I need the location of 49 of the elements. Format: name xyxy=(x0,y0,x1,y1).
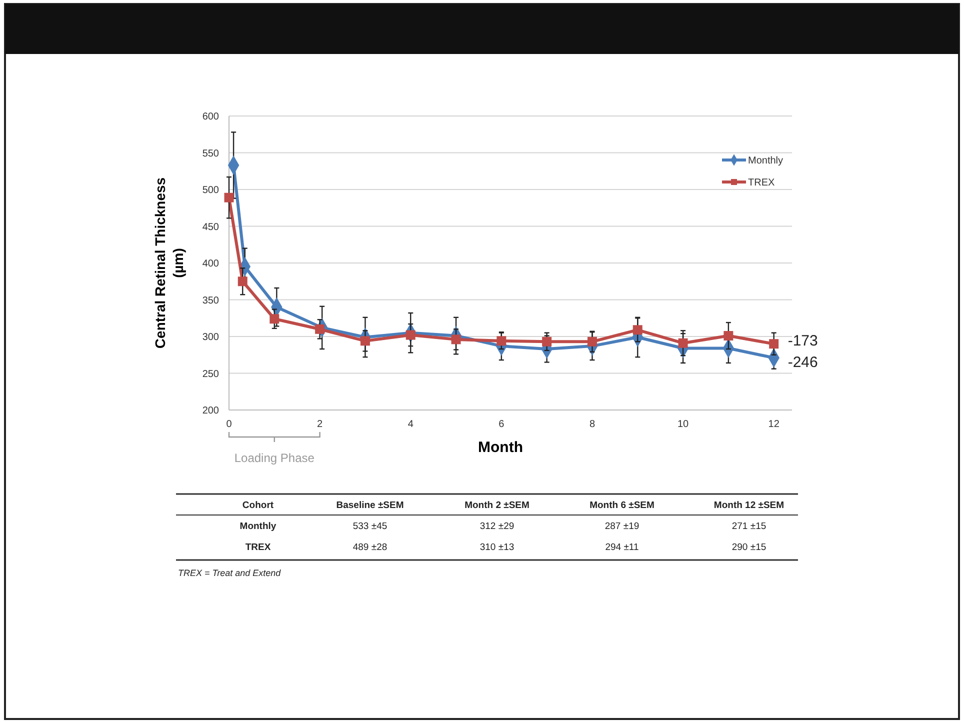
y-axis-title: Central Retinal Thickness (µm) xyxy=(152,177,186,349)
text: Baseline ±SEM xyxy=(336,500,404,511)
point xyxy=(724,331,734,341)
x-tick-label: 8 xyxy=(589,419,596,430)
y-tick-label: 200 xyxy=(202,406,220,416)
y-tick-label: 350 xyxy=(202,295,220,306)
annotation: -246 xyxy=(788,354,818,371)
text: Month 6 ±SEM xyxy=(590,500,655,511)
x-tick-label: 10 xyxy=(677,419,690,430)
point xyxy=(224,192,234,202)
point xyxy=(496,336,506,346)
y-tick-label: 300 xyxy=(202,332,220,343)
y-tick-label: 500 xyxy=(202,185,220,196)
x-tick-label: 6 xyxy=(498,419,505,430)
point xyxy=(678,338,688,348)
annotation: -173 xyxy=(788,332,818,350)
text: 294 ±11 xyxy=(605,542,639,553)
text: Month 12 ±SEM xyxy=(714,500,784,511)
x-tick-label: 4 xyxy=(408,419,414,430)
text: TREX = Treat and Extend xyxy=(178,568,282,578)
text: 290 ±15 xyxy=(732,542,766,553)
text: 312 ±29 xyxy=(480,521,514,532)
point xyxy=(769,339,779,349)
text: Cohort xyxy=(242,500,274,511)
text: 310 ±13 xyxy=(480,542,514,553)
point xyxy=(315,324,325,334)
point xyxy=(270,314,280,324)
text: TREX xyxy=(245,542,272,553)
y-tick-label: 400 xyxy=(202,258,220,270)
y-tick-label: 550 xyxy=(202,148,220,160)
point xyxy=(632,325,642,335)
point xyxy=(238,276,248,286)
text: Month 2 ±SEM xyxy=(464,500,530,511)
x-tick-label: 2 xyxy=(317,419,324,430)
x-tick-label: 12 xyxy=(768,419,780,430)
x-axis-title: Month xyxy=(478,439,523,456)
x-tick-label: 0 xyxy=(226,419,232,430)
point xyxy=(587,336,597,346)
y-tick-label: 450 xyxy=(202,222,220,233)
y-tick-label: 600 xyxy=(202,112,220,122)
text: 533 ±45 xyxy=(352,521,388,532)
text: 489 ±28 xyxy=(352,542,388,553)
y-tick-label: 250 xyxy=(202,368,220,380)
text: Loading Phase xyxy=(234,451,315,465)
legend-label: TREX xyxy=(748,178,775,188)
text: 287 ±19 xyxy=(604,521,640,532)
legend-label: Monthly xyxy=(748,156,784,166)
text: Monthly xyxy=(240,521,277,532)
text: 271 ±15 xyxy=(732,521,766,532)
